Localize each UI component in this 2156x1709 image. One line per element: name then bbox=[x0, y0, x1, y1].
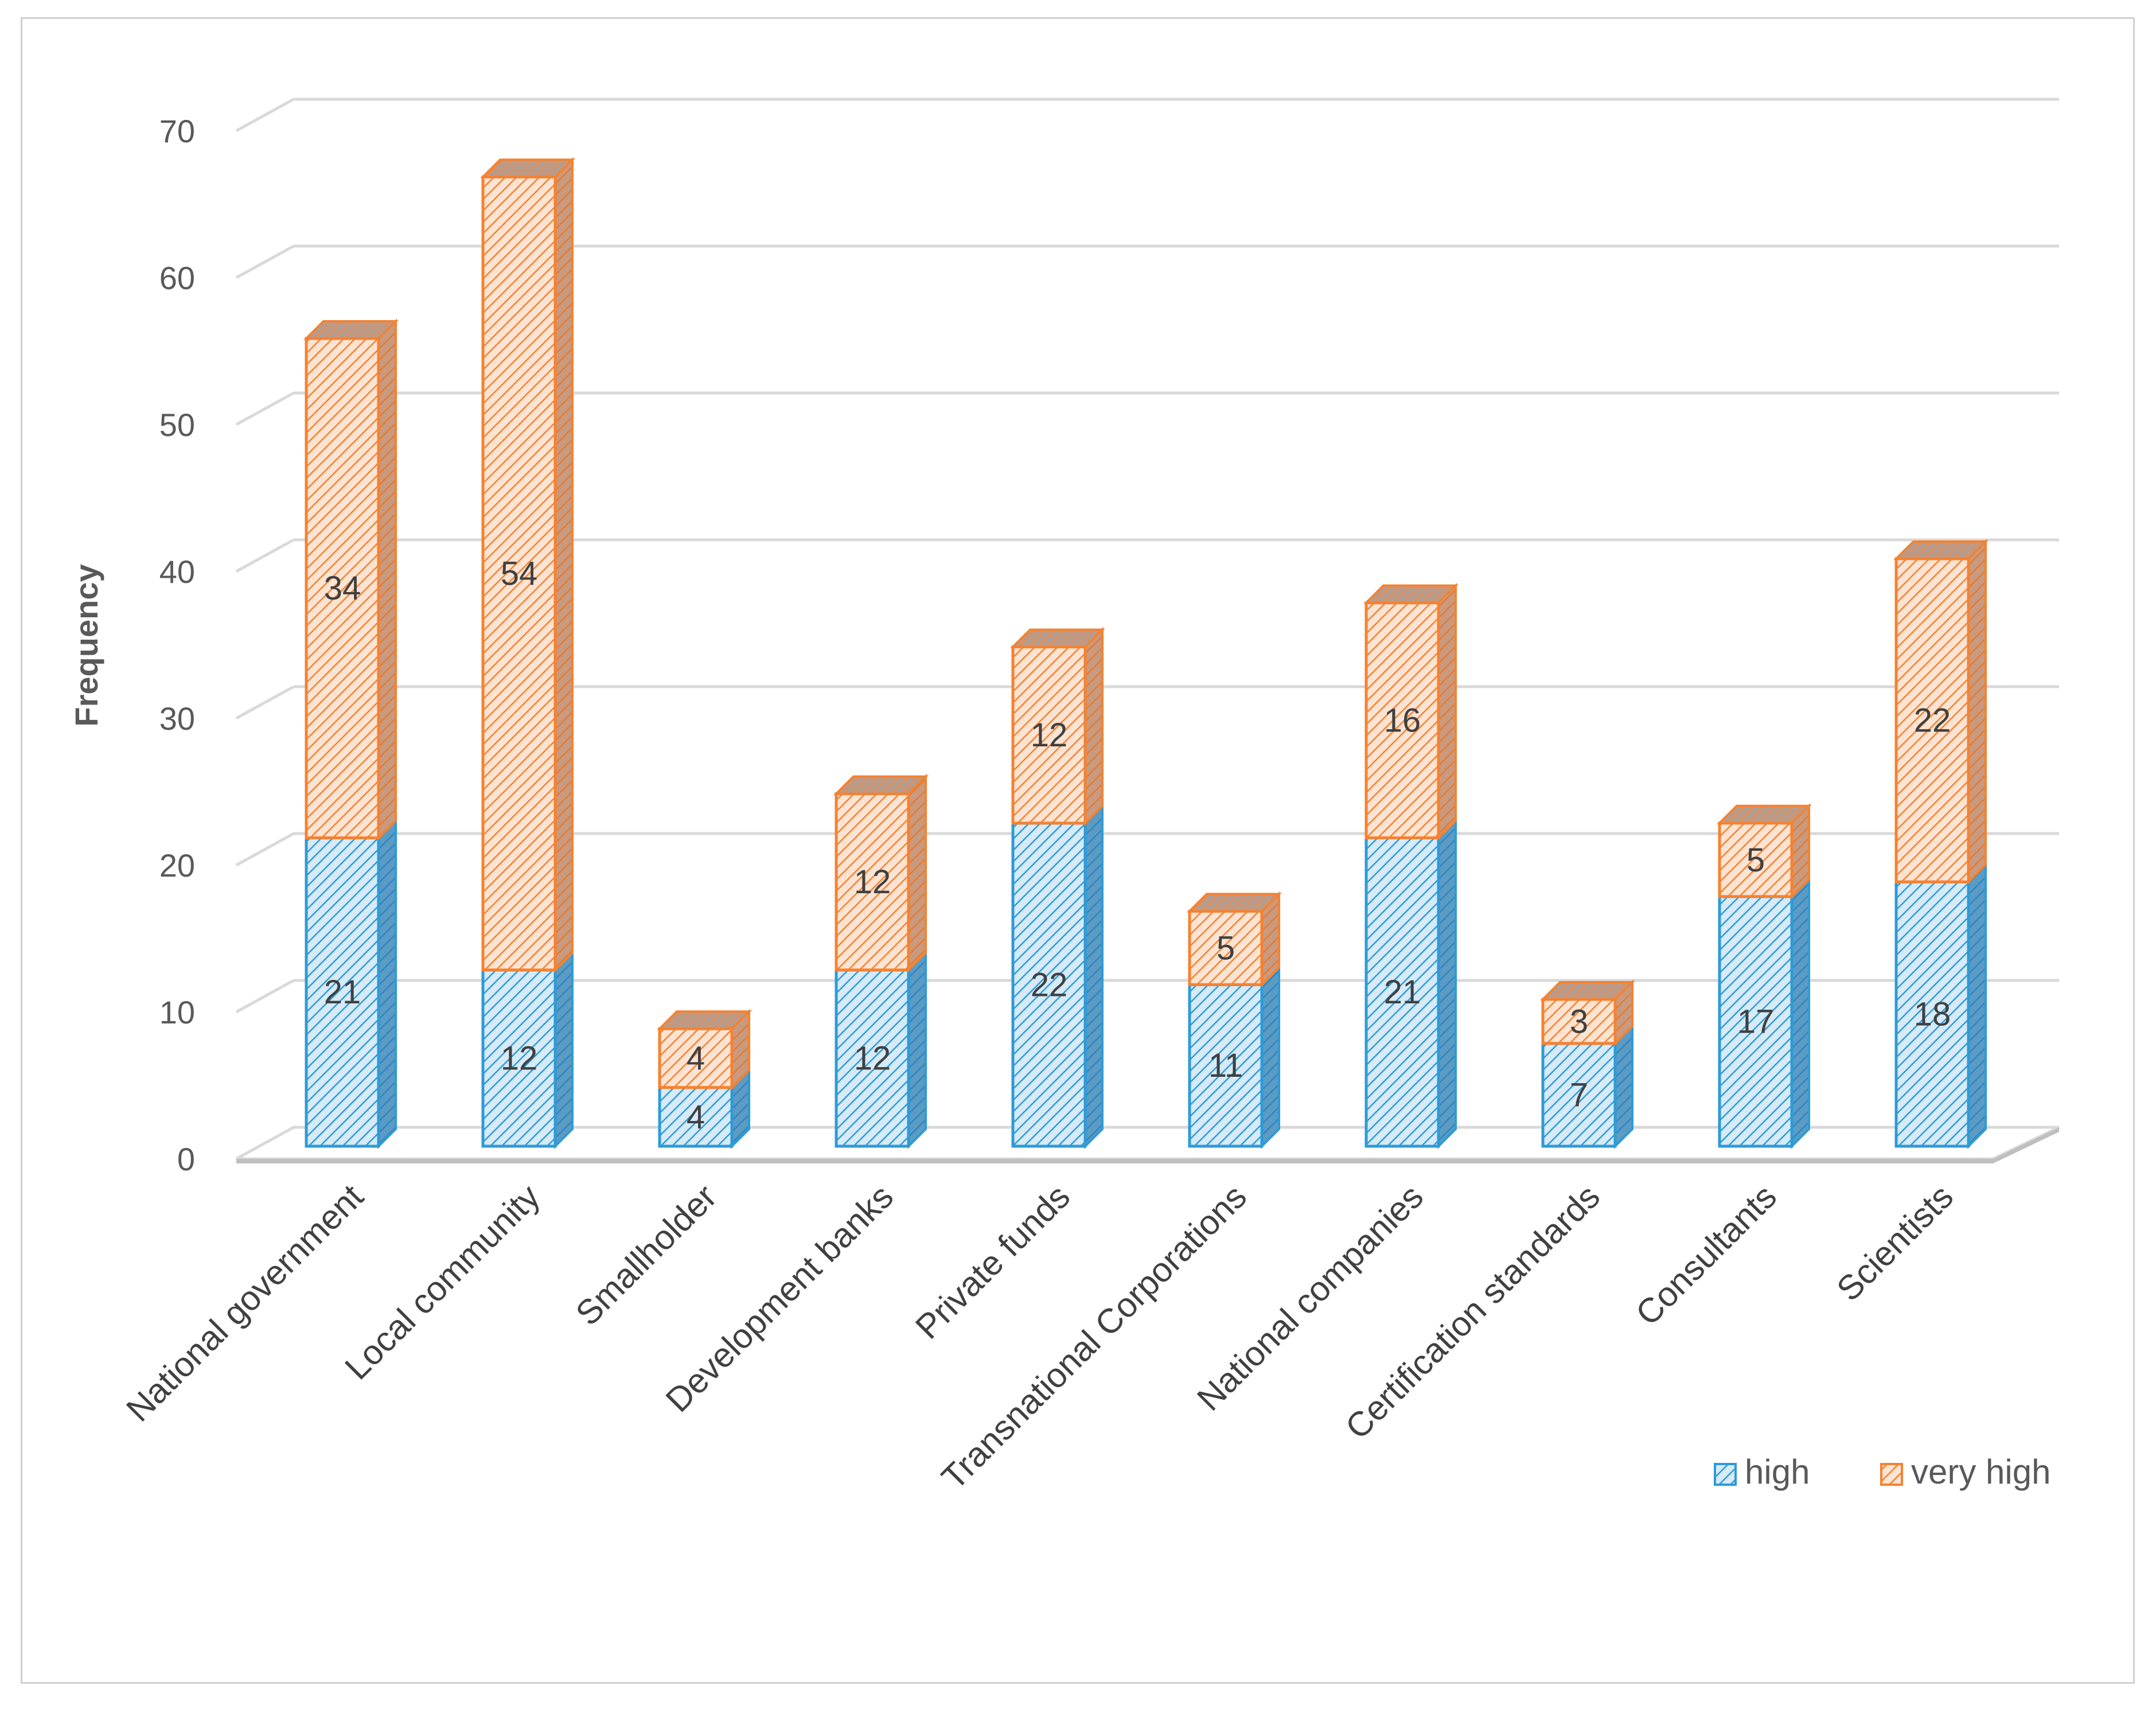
data-label: 5 bbox=[1217, 929, 1235, 967]
y-tick-label: 70 bbox=[159, 113, 195, 149]
x-category-label: National government bbox=[119, 1177, 371, 1429]
bar-side-high bbox=[1261, 964, 1280, 1149]
bar-side-high bbox=[554, 949, 574, 1149]
y-tick-label: 10 bbox=[159, 994, 195, 1030]
bar-side-high bbox=[907, 949, 927, 1149]
floor-side bbox=[1993, 1127, 2059, 1163]
bar-high bbox=[1718, 895, 1794, 1148]
bar-very-high bbox=[658, 1027, 734, 1089]
gridline-diagonal bbox=[235, 685, 295, 720]
bar-high bbox=[1894, 880, 1970, 1148]
data-label: 18 bbox=[1914, 996, 1951, 1033]
bar-very-high bbox=[1364, 601, 1440, 839]
legend: high very high bbox=[1714, 1453, 2050, 1491]
gridline-diagonal bbox=[235, 391, 295, 426]
bar-side-high bbox=[1614, 1023, 1633, 1149]
gridline-diagonal bbox=[235, 979, 295, 1014]
bar-side-very-high bbox=[1967, 539, 1987, 885]
data-label: 3 bbox=[1570, 1003, 1588, 1040]
legend-swatch bbox=[1880, 1463, 1903, 1486]
bar-top-face bbox=[1187, 893, 1282, 913]
bar-side-high bbox=[1791, 876, 1810, 1149]
bar-side-high bbox=[1084, 803, 1104, 1149]
data-label: 5 bbox=[1746, 842, 1765, 879]
data-label: 12 bbox=[501, 1040, 538, 1077]
data-label: 12 bbox=[1031, 717, 1068, 754]
data-label: 22 bbox=[1031, 966, 1068, 1003]
bar-side-high bbox=[1967, 862, 1987, 1149]
bar-side-high bbox=[377, 817, 397, 1149]
bar-very-high bbox=[835, 792, 910, 972]
data-label: 34 bbox=[324, 570, 361, 607]
bar-side-very-high bbox=[907, 773, 927, 973]
gridline-diagonal bbox=[235, 244, 295, 279]
y-tick-label: 40 bbox=[159, 554, 195, 590]
bar-very-high bbox=[1894, 557, 1970, 883]
bar-high bbox=[1364, 836, 1440, 1148]
data-label: 21 bbox=[324, 974, 361, 1011]
x-category-label: Smallholder bbox=[568, 1177, 724, 1333]
bar-top-face bbox=[833, 775, 929, 795]
x-category-label: Consultants bbox=[1628, 1177, 1784, 1333]
bar-top-face bbox=[657, 1010, 752, 1030]
y-tick-label: 20 bbox=[159, 847, 195, 883]
bar-very-high bbox=[1541, 998, 1617, 1045]
data-label: 11 bbox=[1208, 1047, 1243, 1084]
gridline-diagonal bbox=[235, 98, 295, 133]
data-label: 4 bbox=[687, 1099, 705, 1136]
data-label: 16 bbox=[1384, 702, 1421, 739]
y-tick-label: 0 bbox=[177, 1141, 195, 1177]
y-tick-label: 50 bbox=[159, 407, 195, 443]
bar-side-very-high bbox=[377, 318, 397, 841]
bar-very-high bbox=[1718, 822, 1794, 898]
gridline-diagonal bbox=[235, 538, 295, 573]
data-label: 7 bbox=[1570, 1076, 1588, 1114]
floor-edge bbox=[236, 1159, 1993, 1163]
bar-top-face bbox=[480, 158, 575, 178]
bar-top-face bbox=[1893, 540, 1989, 560]
bar-top-face bbox=[1010, 628, 1105, 648]
bar-side-very-high bbox=[1437, 582, 1457, 841]
bar-high bbox=[658, 1086, 734, 1148]
x-category-label: Private funds bbox=[908, 1177, 1077, 1346]
bar-top-face bbox=[1363, 584, 1459, 604]
legend-label: very high bbox=[1911, 1453, 2050, 1491]
legend-swatch bbox=[1714, 1463, 1737, 1486]
y-tick-label: 30 bbox=[159, 700, 195, 737]
bar-very-high bbox=[481, 175, 557, 972]
data-label: 22 bbox=[1914, 702, 1951, 739]
bar-high bbox=[1011, 822, 1087, 1148]
bar-top-face bbox=[303, 320, 399, 340]
bar-side-very-high bbox=[1084, 626, 1104, 826]
bar-very-high bbox=[1011, 645, 1087, 825]
y-axis-title: Frequency bbox=[68, 564, 104, 726]
data-label: 12 bbox=[854, 863, 891, 901]
bar-high bbox=[1188, 983, 1264, 1148]
legend-label: high bbox=[1745, 1453, 1810, 1491]
data-labels: 21 34 12 54 4 4 12 12 22 12 11 5 21 16 7 3 17 5 18 22 bbox=[324, 555, 1951, 1136]
data-label: 12 bbox=[854, 1040, 891, 1077]
data-label: 17 bbox=[1737, 1003, 1775, 1040]
bars bbox=[303, 157, 1989, 1149]
x-category-label: Transnational Corporations bbox=[934, 1177, 1254, 1497]
y-tick-label: 60 bbox=[159, 260, 195, 296]
bar-side-very-high bbox=[554, 157, 574, 973]
x-category-label: Local community bbox=[337, 1177, 547, 1387]
data-label: 4 bbox=[687, 1040, 705, 1077]
gridline-diagonal bbox=[235, 832, 295, 867]
bar-top-face bbox=[1540, 981, 1635, 1001]
bar-top-face bbox=[1717, 804, 1812, 824]
bar-side-high bbox=[1437, 817, 1457, 1149]
data-label: 54 bbox=[501, 555, 538, 593]
x-category-label: Scientists bbox=[1829, 1177, 1960, 1309]
bar-very-high bbox=[1188, 909, 1264, 986]
data-label: 21 bbox=[1384, 974, 1421, 1011]
